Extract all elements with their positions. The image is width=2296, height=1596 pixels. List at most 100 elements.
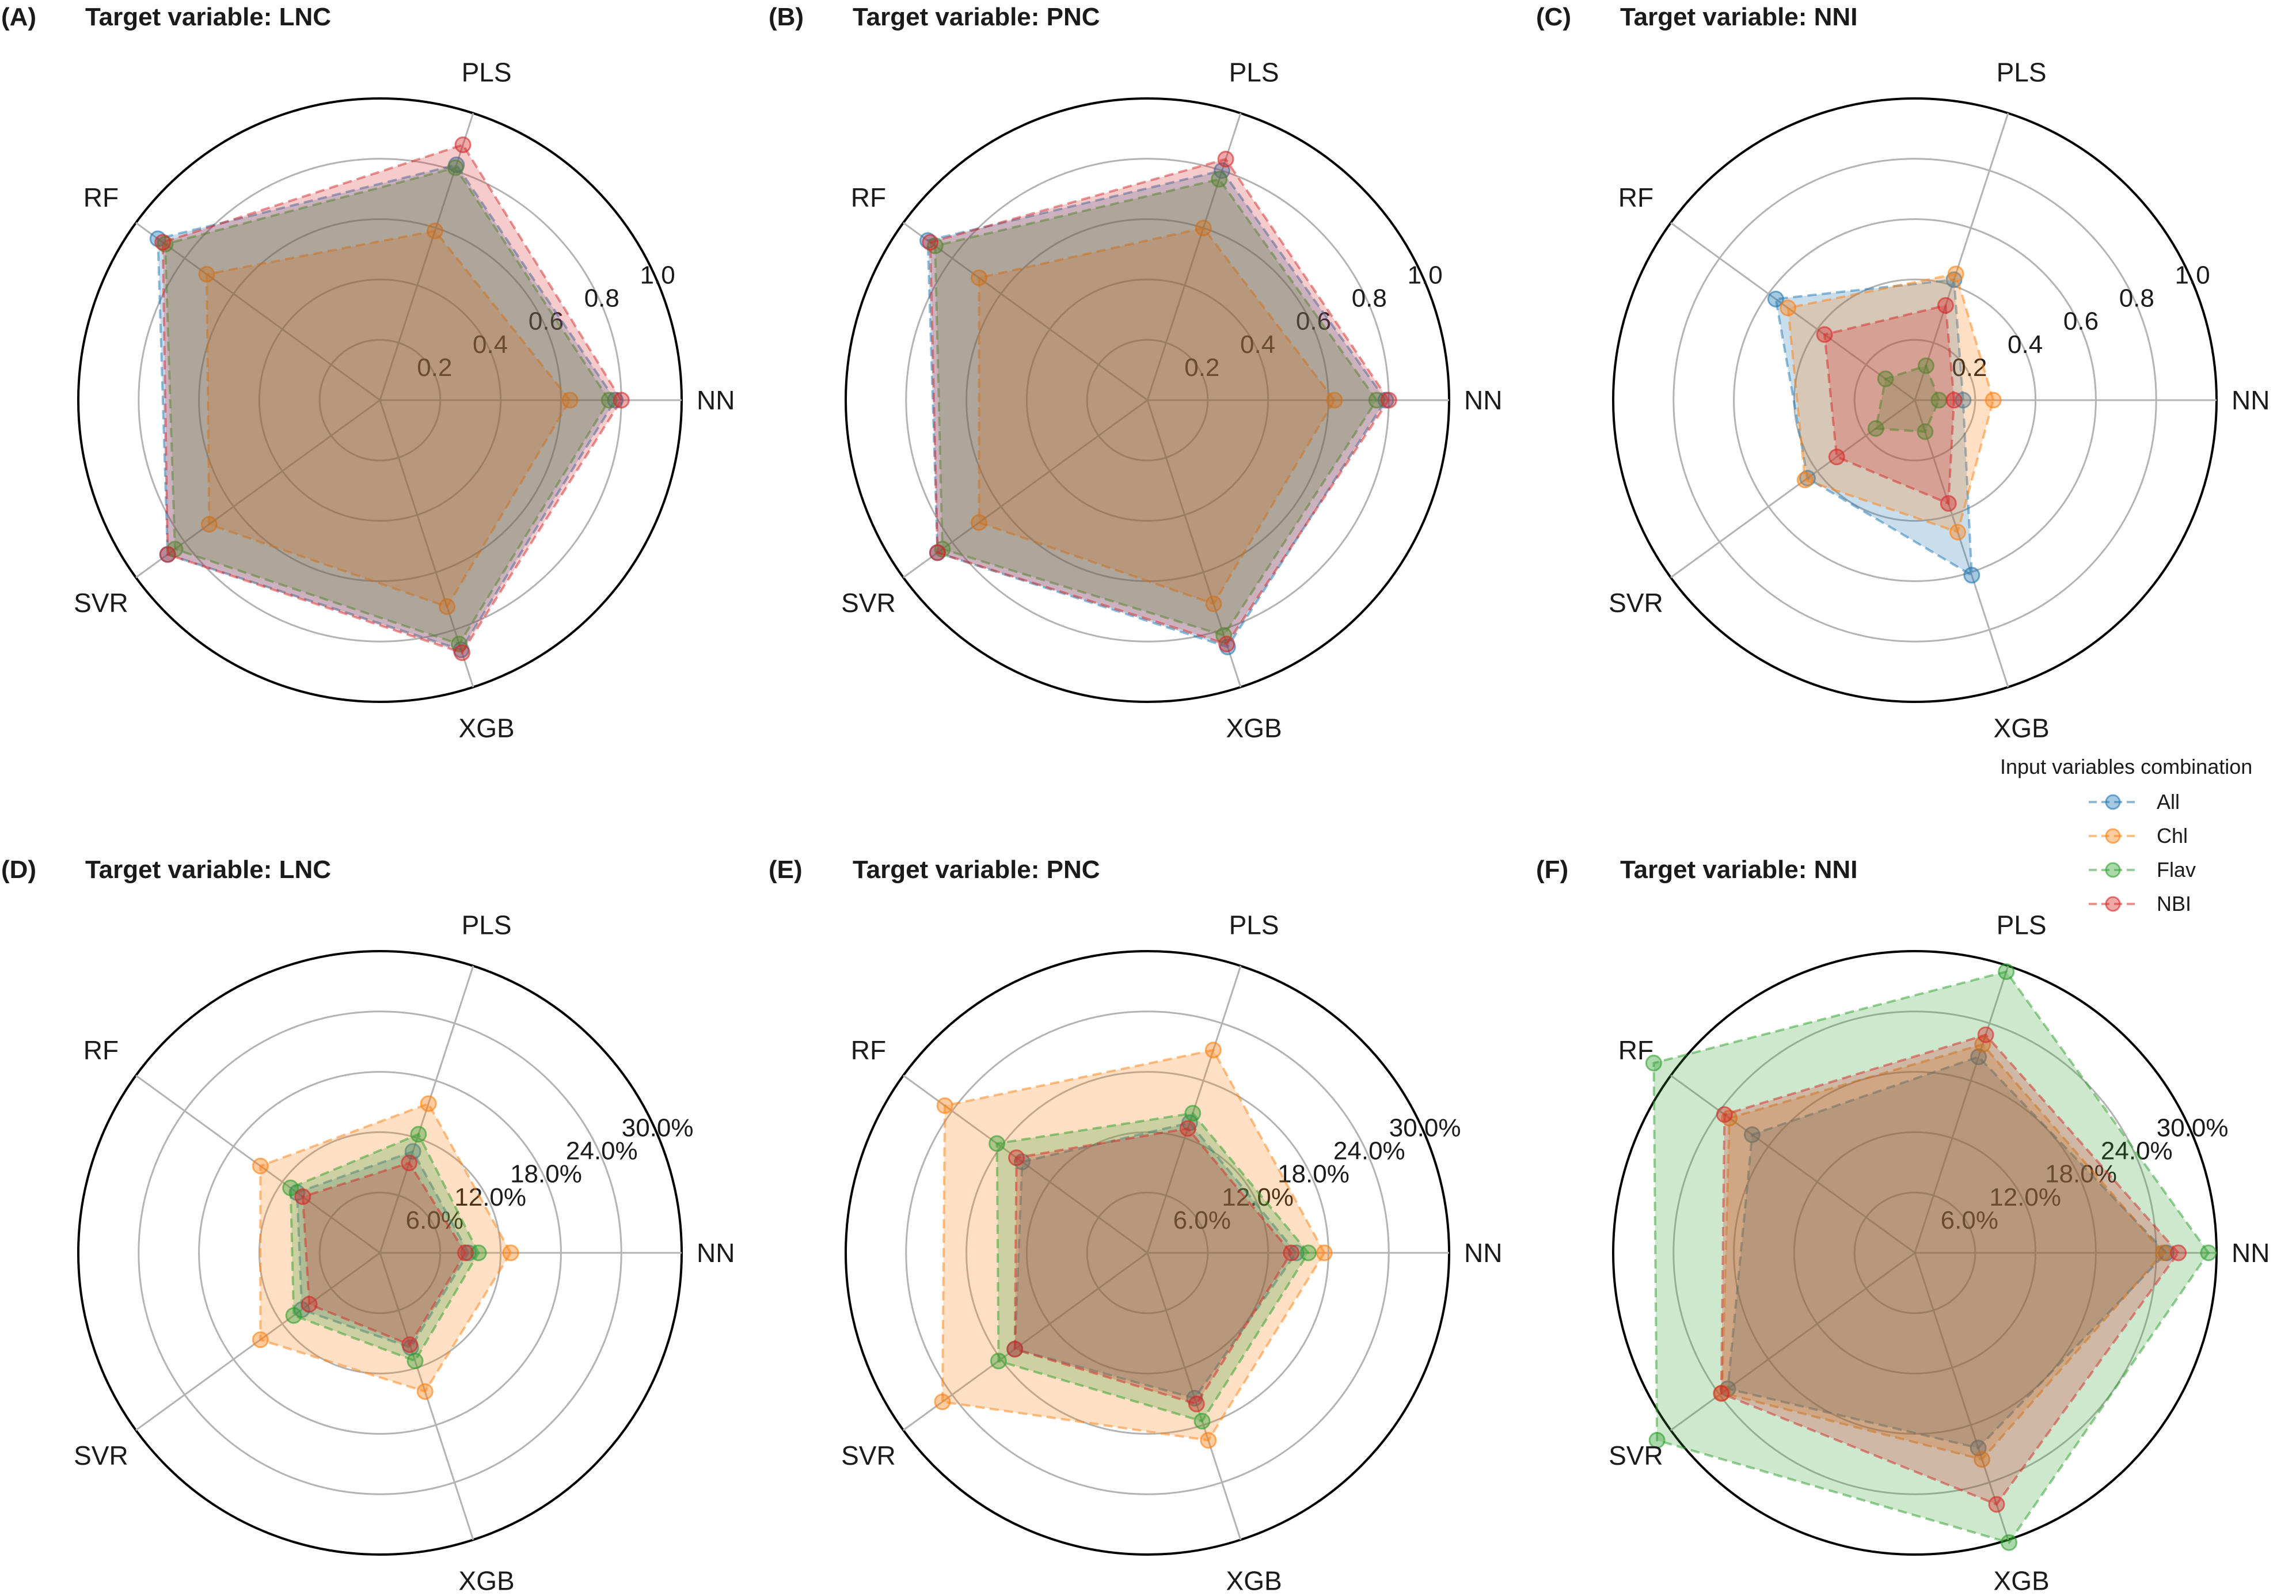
- grid: [1612, 97, 2218, 703]
- data-point-chl-nn: [1326, 392, 1343, 409]
- data-point-flav-nn: [470, 1244, 487, 1261]
- data-point-nbi-rf: [1716, 1106, 1733, 1123]
- legend-marker: [2105, 896, 2121, 912]
- legend-marker: [2105, 794, 2121, 810]
- data-point-chl-svr: [971, 514, 987, 531]
- data-point-nbi-rf: [154, 234, 172, 251]
- axis-spoke-rf: [903, 222, 1148, 401]
- data-point-nbi-svr: [1713, 1385, 1730, 1402]
- data-point-nbi-nn: [457, 1244, 474, 1261]
- tick-label: 24.0%: [566, 1137, 638, 1165]
- axis-label-xgb: XGB: [1994, 1566, 2050, 1596]
- data-point-chl-nn: [561, 392, 579, 409]
- tick-labels: 0.20.40.60.81.0: [1952, 261, 2210, 381]
- axis-label-rf: RF: [851, 183, 886, 212]
- data-point-flav-pls: [1998, 963, 2015, 981]
- axis-labels: NN PLS RF SVR XGB: [74, 57, 735, 743]
- legend-marker: [2105, 828, 2121, 844]
- data-point-nbi-xgb: [1988, 1496, 2005, 1513]
- data-point-nbi-xgb: [454, 644, 470, 662]
- axis-label-xgb: XGB: [459, 1566, 515, 1596]
- axis-labels: NN PLS RF SVR XGB: [1609, 910, 2270, 1595]
- tick-label: 0.2: [1184, 354, 1219, 382]
- data-point-nbi-xgb: [401, 1336, 419, 1353]
- series-area-chl: [1721, 1043, 2165, 1461]
- data-point-chl-xgb: [416, 1383, 434, 1400]
- data-point-nbi-rf: [1008, 1149, 1025, 1166]
- panel-letter: (F): [1536, 856, 1568, 884]
- axis-label-pls: PLS: [1229, 910, 1279, 940]
- data-point-nbi-svr: [301, 1295, 318, 1313]
- data-point-flav-rf: [1645, 1054, 1662, 1071]
- axis-spoke-rf: [135, 222, 381, 401]
- data-point-chl-svr: [1796, 472, 1814, 489]
- panel-title: Target variable: PNC: [853, 856, 1100, 884]
- series-area-chl: [941, 1048, 1326, 1442]
- axis-label-xgb: XGB: [1226, 713, 1282, 743]
- tick-label: 0.8: [584, 284, 619, 313]
- axis-label-svr: SVR: [1609, 588, 1663, 618]
- axis-spoke-pls: [1914, 113, 2009, 401]
- data-point-all-nn: [1955, 392, 1972, 409]
- data-point-nbi-nn: [1945, 392, 1963, 409]
- tick-labels: 6.0%12.0%18.0%24.0%30.0%: [406, 1114, 694, 1234]
- data-point-flav-svr: [1648, 1432, 1666, 1449]
- axis-label-xgb: XGB: [459, 713, 515, 743]
- series-area-all: [1774, 278, 1973, 577]
- series-area-flav: [289, 1133, 480, 1363]
- series-layer: [252, 1095, 519, 1400]
- data-point-nbi-xgb: [1940, 495, 1957, 512]
- axis-labels: NN PLS RF SVR XGB: [841, 57, 1502, 743]
- legend-item-all: All: [2089, 790, 2180, 814]
- data-point-chl-xgb: [439, 598, 456, 615]
- tick-label: 0.2: [417, 354, 452, 382]
- series-layer: [919, 150, 1397, 656]
- series-area-nbi: [161, 143, 623, 654]
- axis-label-rf: RF: [1618, 183, 1653, 212]
- axis-spoke-svr: [135, 1252, 381, 1431]
- axis-spoke-rf: [135, 1074, 381, 1254]
- data-point-all-rf: [1743, 1126, 1761, 1143]
- tick-label: 1.0: [1408, 261, 1443, 289]
- data-point-nbi-nn: [2170, 1244, 2187, 1261]
- axis-label-pls: PLS: [462, 910, 512, 940]
- legend-label: Chl: [2157, 824, 2188, 848]
- data-point-nbi-svr: [1828, 449, 1845, 466]
- data-point-flav-xgb: [1917, 423, 1934, 440]
- data-point-chl-svr: [252, 1331, 269, 1348]
- data-point-flav-rf: [1877, 370, 1894, 387]
- tick-label: 6.0%: [1173, 1206, 1231, 1234]
- series-area-all: [295, 1150, 470, 1349]
- tick-labels: 0.20.40.60.81.0: [417, 261, 675, 381]
- data-point-flav-pls: [1184, 1105, 1202, 1122]
- axis-label-svr: SVR: [841, 1441, 896, 1470]
- series-area-chl: [259, 1102, 512, 1393]
- tick-label: 1.0: [640, 261, 675, 289]
- series-area-chl: [1786, 272, 1995, 534]
- data-point-nbi-pls: [1937, 297, 1954, 314]
- data-point-chl-rf: [252, 1157, 269, 1175]
- data-point-chl-svr: [200, 516, 218, 533]
- axis-label-rf: RF: [1618, 1035, 1653, 1065]
- data-point-flav-pls: [1917, 357, 1934, 374]
- tick-label: 30.0%: [2157, 1114, 2229, 1142]
- legend-label: Flav: [2157, 858, 2196, 881]
- grid: [77, 950, 683, 1556]
- data-point-chl-pls: [427, 222, 443, 240]
- data-point-chl-xgb: [1974, 1451, 1991, 1468]
- series-area-nbi: [1823, 304, 1956, 506]
- tick-label: 1.0: [2175, 261, 2210, 289]
- tick-label: 0.4: [2008, 330, 2043, 359]
- panel-title: Target variable: NNI: [1620, 3, 1857, 31]
- series-area-nbi: [1013, 1127, 1293, 1405]
- tick-label: 24.0%: [2101, 1137, 2173, 1165]
- axis-spoke-pls: [1146, 966, 1242, 1253]
- panel-letter: (D): [1, 856, 36, 884]
- legend-item-chl: Chl: [2089, 824, 2188, 848]
- data-point-nbi-rf: [294, 1188, 311, 1205]
- tick-label: 18.0%: [1278, 1160, 1350, 1188]
- axis-spoke-rf: [1670, 1074, 1915, 1254]
- axis-label-nn: NN: [1464, 385, 1502, 415]
- panel-letter: (E): [769, 856, 803, 884]
- axis-spoke-svr: [1670, 399, 1915, 579]
